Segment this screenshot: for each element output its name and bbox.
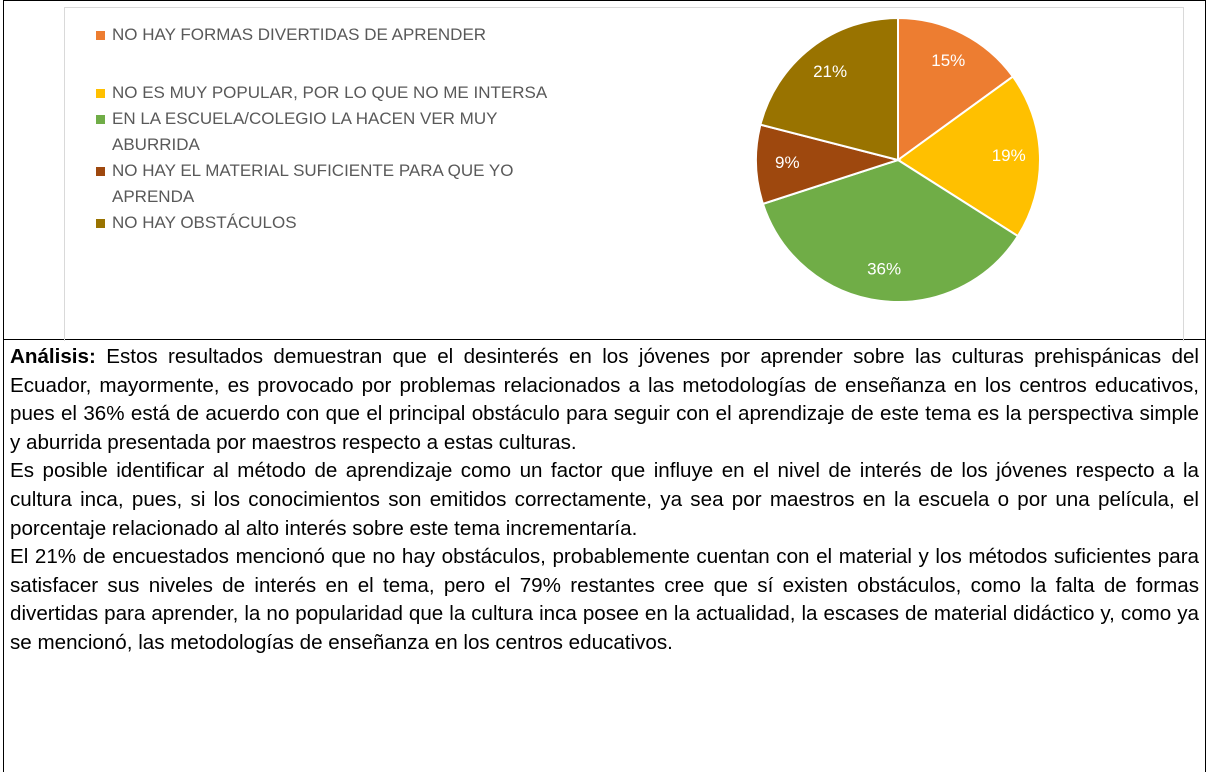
- paragraph: Análisis: Estos resultados demuestran qu…: [10, 343, 1199, 457]
- pie-slice: [761, 158, 1020, 303]
- legend-item: NO HAY OBSTÁCULOS: [96, 210, 576, 236]
- legend-swatch: [96, 167, 105, 176]
- legend-label: NO HAY OBSTÁCULOS: [112, 213, 297, 232]
- legend-swatch: [96, 115, 105, 124]
- slice-label: 15%: [931, 51, 965, 70]
- chart-frame: [64, 7, 1184, 341]
- legend-item: NO HAY EL MATERIAL SUFICIENTE PARA QUE Y…: [96, 158, 576, 210]
- slice-label: 36%: [867, 259, 901, 278]
- pie-slice: [897, 16, 1015, 162]
- pie-slice: [896, 75, 1041, 238]
- analysis-label: Análisis:: [10, 345, 96, 368]
- legend-label: NO ES MUY POPULAR, POR LO QUE NO ME INTE…: [112, 83, 548, 102]
- pie-slice: [759, 16, 899, 162]
- legend-item: NO HAY FORMAS DIVERTIDAS DE APRENDER: [96, 22, 576, 48]
- paragraph-text: Estos resultados demuestran que el desin…: [10, 345, 1199, 454]
- paragraph: Es posible identificar al método de apre…: [10, 459, 1199, 540]
- legend-swatch: [96, 89, 105, 98]
- analysis: Análisis: Estos resultados demuestran qu…: [3, 340, 1206, 772]
- slice-label: 9%: [775, 153, 800, 172]
- legend-label: NO HAY EL MATERIAL SUFICIENTE PARA QUE Y…: [112, 161, 514, 206]
- legend-swatch: [96, 31, 105, 40]
- legend-swatch: [96, 219, 105, 228]
- pie-slice: [755, 123, 902, 206]
- slice-label: 19%: [992, 146, 1026, 165]
- slice-label: 21%: [813, 62, 847, 81]
- legend: NO HAY FORMAS DIVERTIDAS DE APRENDER NO E…: [96, 22, 576, 236]
- legend-label: EN LA ESCUELA/COLEGIO LA HACEN VER MUY A…: [112, 109, 498, 154]
- legend-item: NO ES MUY POPULAR, POR LO QUE NO ME INTE…: [96, 80, 576, 106]
- chart-cell: [3, 0, 1206, 341]
- paragraph: El 21% de encuestados mencionó que no ha…: [10, 545, 1199, 654]
- legend-item: EN LA ESCUELA/COLEGIO LA HACEN VER MUY A…: [96, 106, 576, 158]
- legend-label: NO HAY FORMAS DIVERTIDAS DE APRENDER: [112, 25, 487, 44]
- pie-chart: 15% 19% 36% 9% 21%: [755, 16, 1041, 303]
